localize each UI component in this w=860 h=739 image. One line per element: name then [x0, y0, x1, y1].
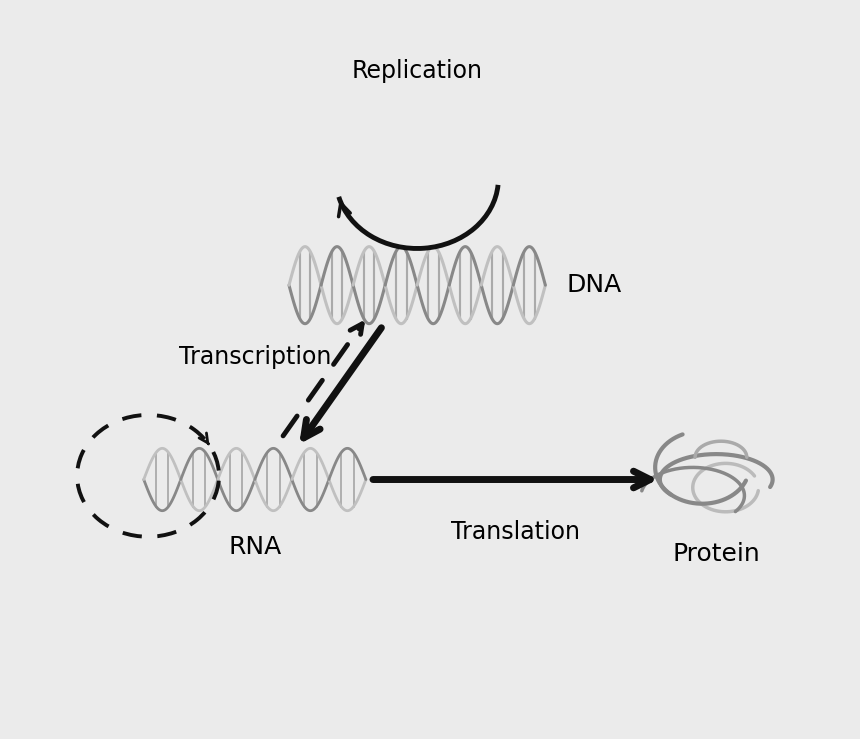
- Text: Translation: Translation: [451, 520, 580, 544]
- Text: DNA: DNA: [567, 273, 622, 297]
- Text: Transcription: Transcription: [179, 344, 331, 369]
- Text: RNA: RNA: [228, 534, 281, 559]
- Text: Replication: Replication: [352, 59, 482, 84]
- Text: Protein: Protein: [673, 542, 760, 566]
